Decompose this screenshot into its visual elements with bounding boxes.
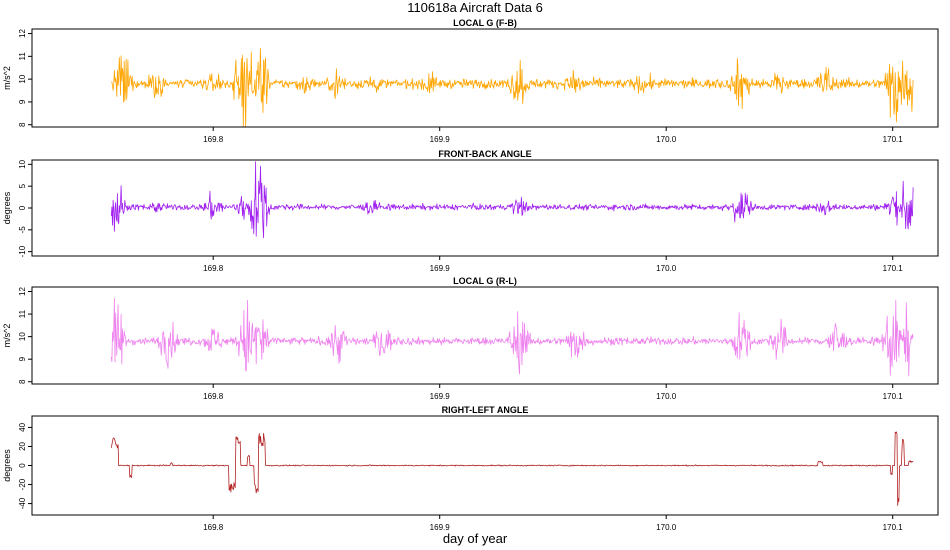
y-tick-label: -40 xyxy=(18,497,27,509)
x-tick-label: 170.1 xyxy=(883,135,904,144)
y-tick-label: 11 xyxy=(18,309,27,318)
x-tick-label: 170.1 xyxy=(883,264,904,273)
series-line xyxy=(111,47,914,128)
y-tick-label: 10 xyxy=(18,332,27,341)
plot-frame xyxy=(31,286,939,385)
series-line xyxy=(110,297,914,377)
chart-panel-3: LOCAL G (R-L) m/s^2 8 9 10 11 12 169.8 169.9 170.… xyxy=(2,276,939,401)
y-tick-label: 12 xyxy=(18,29,27,38)
x-tick-label: 170.0 xyxy=(656,264,677,273)
x-tick-label: 169.8 xyxy=(203,523,224,532)
y-tick-label: 9 xyxy=(18,356,27,361)
panel-title: FRONT-BACK ANGLE xyxy=(438,149,531,159)
y-tick-label: 11 xyxy=(18,52,27,61)
y-tick-label: 8 xyxy=(18,122,27,127)
chart-panel-2: FRONT-BACK ANGLE degrees -10 -5 0 5 10 169.8 169… xyxy=(2,149,939,273)
x-tick-label: 169.9 xyxy=(430,264,451,273)
y-tick-label: 0 xyxy=(18,205,27,210)
x-tick-label: 169.8 xyxy=(203,135,224,144)
x-tick-label: 170.0 xyxy=(656,523,677,532)
series-line xyxy=(110,431,914,506)
x-tick-label: 170.1 xyxy=(883,392,904,401)
x-tick-label: 169.8 xyxy=(203,392,224,401)
x-tick-label: 170.1 xyxy=(883,523,904,532)
chart-panel-4: RIGHT-LEFT ANGLE degrees -40 -20 0 20 40 169.8 1… xyxy=(2,405,939,532)
plot-frame xyxy=(31,28,939,128)
y-tick-label: -20 xyxy=(18,478,27,490)
y-axis-label: degrees xyxy=(2,449,12,482)
x-tick-label: 169.9 xyxy=(430,392,451,401)
series-line xyxy=(110,161,914,239)
x-tick-label: 169.8 xyxy=(203,264,224,273)
y-tick-label: 0 xyxy=(18,463,27,468)
panel-title: LOCAL G (F-B) xyxy=(453,18,517,28)
y-tick-label: 5 xyxy=(18,183,27,188)
chart-panel-1: LOCAL G (F-B) m/s^2 8 9 10 11 12 169.8 169.9 170.… xyxy=(2,18,939,144)
y-tick-label: 10 xyxy=(18,74,27,83)
y-tick-label: 9 xyxy=(18,99,27,104)
y-tick-label: 8 xyxy=(18,379,27,384)
y-axis-label: m/s^2 xyxy=(2,324,12,348)
x-tick-label: 169.9 xyxy=(430,135,451,144)
y-tick-label: -5 xyxy=(18,226,27,234)
x-tick-label: 169.9 xyxy=(430,523,451,532)
x-tick-label: 170.0 xyxy=(656,135,677,144)
y-tick-label: 40 xyxy=(18,422,27,431)
y-tick-label: 10 xyxy=(18,159,27,168)
panel-title: RIGHT-LEFT ANGLE xyxy=(442,405,529,415)
panel-title: LOCAL G (R-L) xyxy=(453,276,517,286)
page-title: 110618a Aircraft Data 6 xyxy=(407,0,543,15)
y-tick-label: -10 xyxy=(18,245,27,257)
y-tick-label: 20 xyxy=(18,441,27,450)
x-axis-label: day of year xyxy=(442,531,508,546)
x-tick-label: 170.0 xyxy=(656,392,677,401)
y-axis-label: m/s^2 xyxy=(2,66,12,90)
y-tick-label: 12 xyxy=(18,287,27,296)
y-axis-label: degrees xyxy=(2,191,12,224)
